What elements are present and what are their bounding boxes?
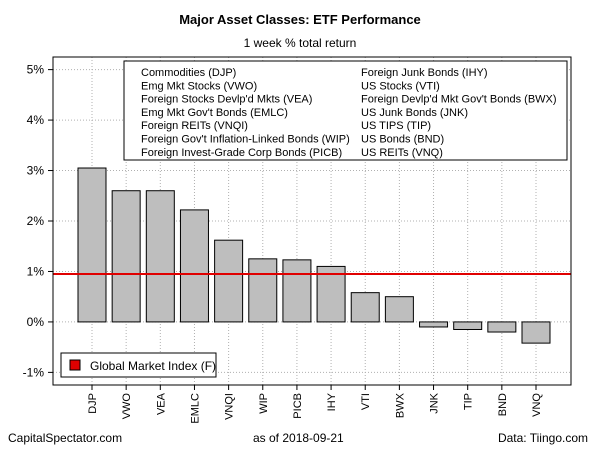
bar-vti bbox=[350, 292, 380, 323]
key-entry-right: US Bonds (BND) bbox=[361, 134, 444, 146]
ticker-key-box bbox=[123, 60, 568, 161]
x-tick-label: VNQ bbox=[531, 393, 543, 417]
y-tick-label: 5% bbox=[27, 63, 45, 77]
x-tick-label: IHY bbox=[326, 392, 338, 411]
x-tick-label: PICB bbox=[292, 393, 304, 419]
bar-bwx bbox=[384, 296, 414, 323]
y-tick-label: 4% bbox=[27, 113, 45, 127]
x-tick-label: TIP bbox=[463, 393, 475, 410]
bar-emlc bbox=[179, 209, 209, 323]
x-tick-label: BND bbox=[497, 393, 509, 416]
legend-box bbox=[60, 352, 217, 378]
x-tick-label: BWX bbox=[394, 392, 406, 418]
footer-date: as of 2018-09-21 bbox=[253, 431, 344, 445]
legend-swatch bbox=[69, 359, 81, 371]
chart-title: Major Asset Classes: ETF Performance bbox=[179, 12, 421, 27]
key-entry-left: Foreign Invest-Grade Corp Bonds (PICB) bbox=[141, 147, 342, 159]
x-tick-label: VEA bbox=[155, 392, 167, 415]
x-tick-label: VTI bbox=[360, 393, 372, 410]
key-entry-left: Emg Mkt Gov't Bonds (EMLC) bbox=[141, 107, 288, 119]
x-tick-label: VWO bbox=[121, 393, 133, 420]
key-entry-left: Emg Mkt Stocks (VWO) bbox=[141, 80, 257, 92]
y-tick-label: -1% bbox=[23, 365, 45, 379]
footer-source: CapitalSpectator.com bbox=[8, 431, 123, 445]
bar-bnd bbox=[487, 321, 517, 333]
bar-jnk bbox=[419, 321, 449, 328]
x-tick-label: EMLC bbox=[189, 393, 201, 424]
bar-tip bbox=[453, 321, 483, 330]
x-tick-label: WIP bbox=[258, 393, 270, 414]
key-entry-right: Foreign Junk Bonds (IHY) bbox=[361, 67, 488, 79]
key-entry-right: Foreign Devlp'd Mkt Gov't Bonds (BWX) bbox=[361, 94, 557, 106]
y-tick-label: 0% bbox=[27, 315, 45, 329]
x-tick-label: VNQI bbox=[224, 393, 236, 420]
bar-vwo bbox=[111, 190, 141, 323]
key-entry-left: Foreign Gov't Inflation-Linked Bonds (WI… bbox=[141, 134, 350, 146]
plot-frame bbox=[52, 56, 572, 386]
bar-vea bbox=[145, 190, 175, 323]
key-entry-right: US TIPS (TIP) bbox=[361, 120, 431, 132]
key-entry-left: Commodities (DJP) bbox=[141, 67, 236, 79]
key-entry-right: US Junk Bonds (JNK) bbox=[361, 107, 468, 119]
bar-picb bbox=[282, 259, 312, 323]
y-tick-label: 3% bbox=[27, 164, 45, 178]
key-entry-right: US REITs (VNQ) bbox=[361, 147, 443, 159]
bar-djp bbox=[77, 167, 107, 323]
legend-label: Global Market Index (F) bbox=[90, 359, 216, 373]
bar-vnq bbox=[521, 321, 551, 344]
key-entry-left: Foreign Stocks Devlp'd Mkts (VEA) bbox=[141, 94, 312, 106]
bar-ihy bbox=[316, 265, 346, 323]
bar-vnqi bbox=[214, 239, 244, 323]
key-entry-right: US Stocks (VTI) bbox=[361, 80, 440, 92]
key-entry-left: Foreign REITs (VNQI) bbox=[141, 120, 248, 132]
bar-wip bbox=[248, 258, 278, 323]
y-tick-label: 1% bbox=[27, 264, 45, 278]
y-tick-label: 2% bbox=[27, 214, 45, 228]
footer-data-credit: Data: Tiingo.com bbox=[497, 431, 588, 445]
x-tick-label: JNK bbox=[429, 392, 441, 413]
chart-subtitle: 1 week % total return bbox=[243, 36, 357, 50]
x-tick-label: DJP bbox=[87, 393, 99, 414]
